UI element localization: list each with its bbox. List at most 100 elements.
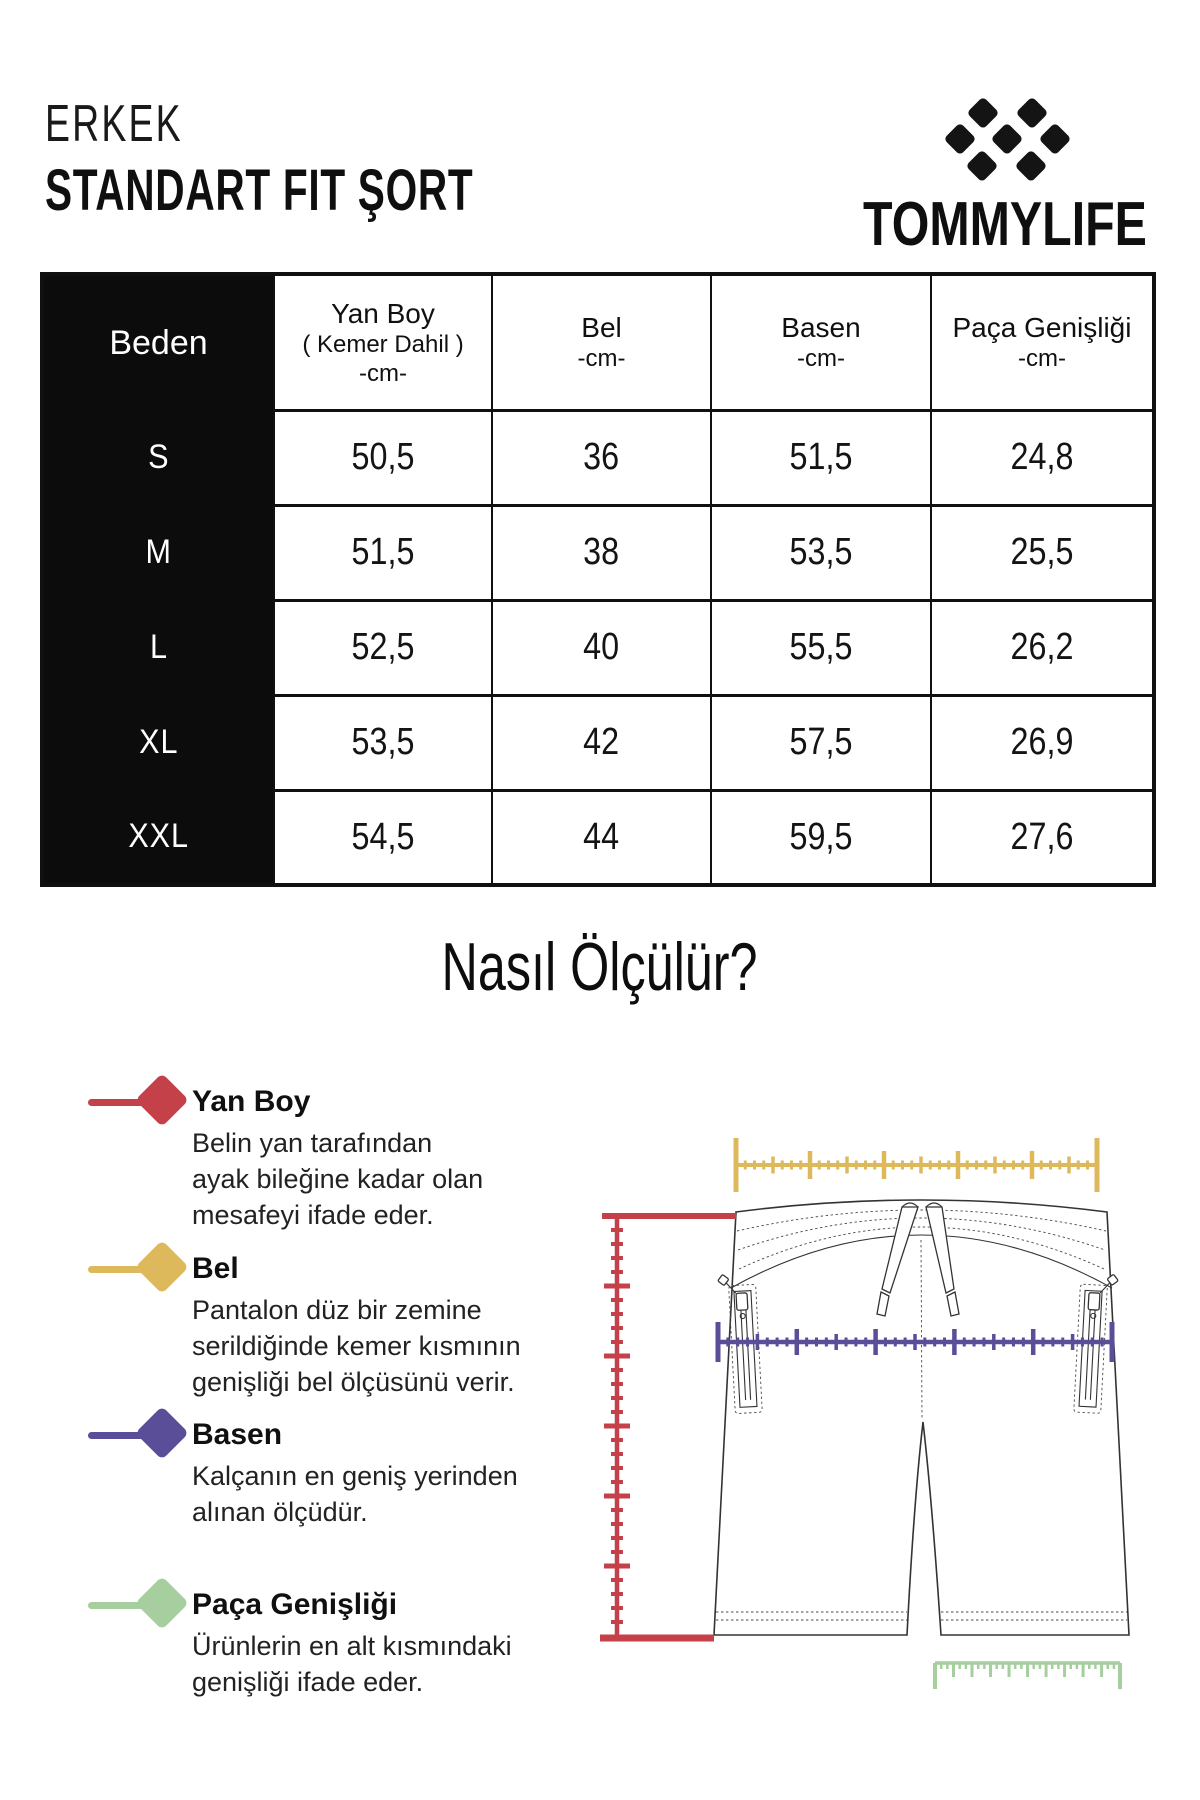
measure-value: 44 bbox=[583, 815, 620, 858]
size-label: XL bbox=[138, 723, 179, 761]
legend-item-basen: Basen Kalçanın en geniş yerinden alınan öl… bbox=[88, 1406, 578, 1530]
zip-pocket-left bbox=[717, 1274, 763, 1414]
size-label: XXL bbox=[128, 817, 189, 855]
measure-value: 24,8 bbox=[1010, 436, 1074, 478]
legend-description-line: serildiğinde kemer kısmının bbox=[192, 1331, 521, 1361]
size-label: L bbox=[149, 628, 168, 666]
measure-value-cell: 51,5 bbox=[273, 503, 492, 600]
measure-value-cell: 24,8 bbox=[930, 408, 1154, 505]
hem-stitching bbox=[716, 1611, 1127, 1621]
column-title: Basen bbox=[781, 312, 861, 344]
product-title: STANDART FIT ŞORT bbox=[45, 158, 474, 223]
legend-item-bel: Bel Pantalon düz bir zemine serildiğinde k… bbox=[88, 1240, 578, 1400]
measure-legend: Yan Boy Belin yan tarafından ayak bileğine… bbox=[88, 1073, 578, 1745]
table-row: XL 53,5 42 57,5 26,9 bbox=[42, 693, 1154, 790]
legend-label: Basen bbox=[192, 1418, 283, 1451]
measure-value-cell: 51,5 bbox=[710, 408, 931, 505]
legend-description-line: Kalçanın en geniş yerinden bbox=[192, 1461, 518, 1491]
measure-value: 26,9 bbox=[1010, 721, 1074, 763]
legend-description-line: alınan ölçüdür. bbox=[192, 1497, 368, 1527]
measure-value: 57,5 bbox=[789, 721, 853, 763]
heading-text: Nasıl Ölçülür? bbox=[441, 929, 759, 1005]
table-corner-header: Beden bbox=[42, 274, 274, 410]
legend-marker-line bbox=[88, 1266, 154, 1273]
measure-value-cell: 59,5 bbox=[710, 788, 931, 885]
tommylife-diamonds-logo-icon bbox=[945, 98, 1070, 181]
measure-value-cell: 26,2 bbox=[930, 598, 1154, 695]
column-unit: -cm- bbox=[797, 345, 845, 373]
how-to-measure-heading: Nasıl Ölçülür? bbox=[0, 928, 1200, 1006]
column-header: Bel -cm- bbox=[491, 274, 711, 410]
column-header: Basen -cm- bbox=[710, 274, 931, 410]
legend-description-line: Belin yan tarafından bbox=[192, 1128, 433, 1158]
category-title: ERKEK bbox=[45, 95, 183, 153]
size-label: M bbox=[145, 533, 172, 571]
measure-value-cell: 53,5 bbox=[273, 693, 492, 790]
column-unit: -cm- bbox=[1018, 345, 1066, 373]
measure-value-cell: 52,5 bbox=[273, 598, 492, 695]
measure-value-cell: 54,5 bbox=[273, 788, 492, 885]
legend-description: Pantalon düz bir zemine serildiğinde keme… bbox=[192, 1292, 578, 1400]
measure-value-cell: 44 bbox=[491, 788, 711, 885]
size-label-cell: M bbox=[42, 505, 274, 600]
legend-diamond-icon bbox=[135, 1406, 189, 1460]
table-row: M 51,5 38 53,5 25,5 bbox=[42, 503, 1154, 600]
legend-diamond-icon bbox=[135, 1073, 189, 1127]
measure-value: 25,5 bbox=[1010, 531, 1074, 573]
table-row: XXL 54,5 44 59,5 27,6 bbox=[42, 788, 1154, 885]
column-title: Yan Boy bbox=[331, 297, 435, 329]
table-header-row: Beden Yan Boy( Kemer Dahil ) -cm- Bel -cm- B… bbox=[42, 274, 1154, 410]
ruler-basen bbox=[715, 1322, 1115, 1362]
measure-value: 51,5 bbox=[789, 436, 853, 478]
measure-value: 38 bbox=[583, 531, 620, 573]
measure-value: 59,5 bbox=[789, 815, 853, 858]
shorts-measurement-diagram bbox=[600, 1138, 1130, 1689]
measure-value: 53,5 bbox=[789, 531, 853, 573]
drawstrings bbox=[876, 1202, 960, 1317]
ruler-paca-genisligi bbox=[933, 1661, 1122, 1689]
brand-block: TOMMYLIFE bbox=[820, 92, 1190, 260]
measure-value-cell: 36 bbox=[491, 408, 711, 505]
measure-value: 36 bbox=[583, 436, 620, 478]
measure-value: 27,6 bbox=[1010, 815, 1074, 858]
table-row: S 50,5 36 51,5 24,8 bbox=[42, 408, 1154, 505]
column-title: Paça Genişliği bbox=[952, 312, 1132, 344]
legend-label: Bel bbox=[192, 1252, 239, 1285]
measure-value: 40 bbox=[583, 626, 620, 668]
column-unit: -cm- bbox=[359, 359, 407, 387]
waistband bbox=[730, 1209, 1113, 1289]
size-label-cell: XL bbox=[42, 695, 274, 790]
measure-value: 42 bbox=[583, 721, 620, 763]
measure-value: 54,5 bbox=[351, 815, 415, 858]
product-header: ERKEK STANDART FIT ŞORT bbox=[45, 96, 657, 222]
legend-diamond-icon bbox=[135, 1576, 189, 1630]
measure-value: 53,5 bbox=[351, 721, 415, 763]
corner-label: Beden bbox=[109, 323, 208, 362]
ruler-bel bbox=[733, 1138, 1100, 1192]
measure-value-cell: 26,9 bbox=[930, 693, 1154, 790]
measure-value-cell: 40 bbox=[491, 598, 711, 695]
legend-description: Belin yan tarafından ayak bileğine kadar … bbox=[192, 1125, 578, 1233]
legend-description: Ürünlerin en alt kısmındaki genişliği ifa… bbox=[192, 1628, 578, 1700]
measure-value-cell: 38 bbox=[491, 503, 711, 600]
legend-description-line: Ürünlerin en alt kısmındaki bbox=[192, 1631, 512, 1661]
measure-value: 50,5 bbox=[351, 436, 415, 478]
measure-value-cell: 42 bbox=[491, 693, 711, 790]
shorts-outline bbox=[713, 1199, 1130, 1636]
legend-label: Yan Boy bbox=[192, 1085, 311, 1118]
size-label: S bbox=[147, 438, 170, 476]
legend-item-yan-boy: Yan Boy Belin yan tarafından ayak bileğine… bbox=[88, 1073, 578, 1233]
legend-description-line: mesafeyi ifade eder. bbox=[192, 1200, 434, 1230]
measure-value: 55,5 bbox=[789, 626, 853, 668]
legend-marker-line bbox=[88, 1099, 154, 1106]
column-subtitle: ( Kemer Dahil ) bbox=[302, 330, 464, 358]
legend-marker-line bbox=[88, 1602, 154, 1609]
brand-name: TOMMYLIFE bbox=[863, 190, 1147, 259]
size-label-cell: XXL bbox=[42, 790, 274, 885]
table-row: L 52,5 40 55,5 26,2 bbox=[42, 598, 1154, 695]
legend-marker-line bbox=[88, 1432, 154, 1439]
measure-value-cell: 55,5 bbox=[710, 598, 931, 695]
zip-pocket-right bbox=[1073, 1274, 1119, 1414]
measure-value-cell: 53,5 bbox=[710, 503, 931, 600]
